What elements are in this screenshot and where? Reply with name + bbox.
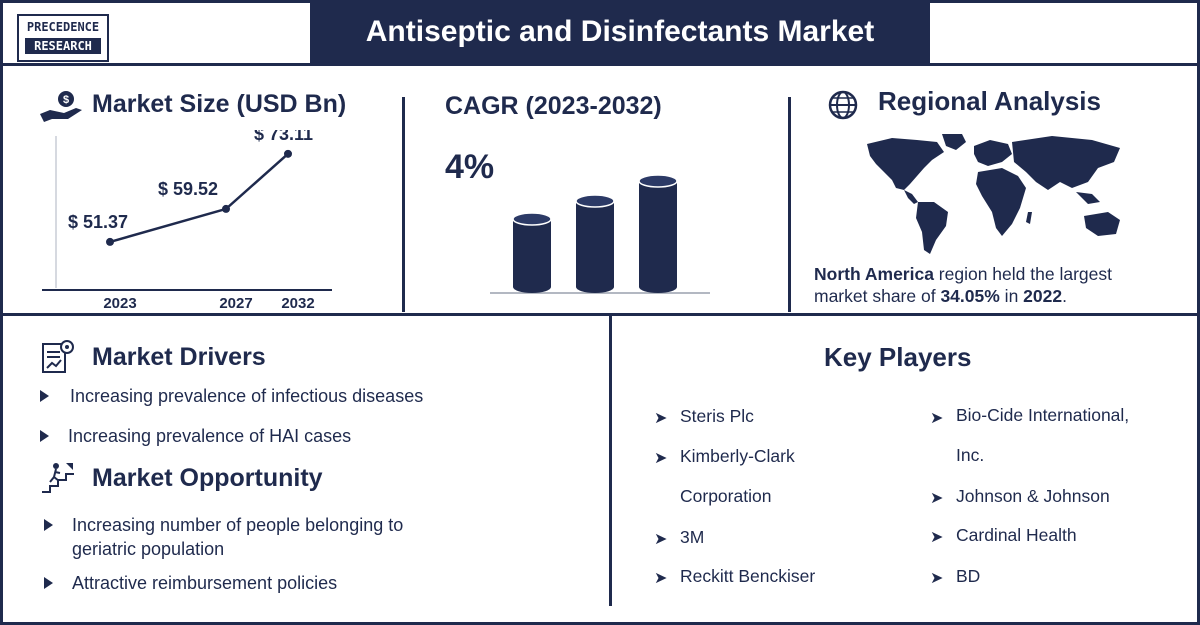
divider-3 [609,316,612,606]
data-label: $ 73.11 [254,130,313,144]
chevron-right-icon: ➤ [930,490,944,507]
cylinder-cap [512,212,552,226]
regional-year: 2022 [1023,286,1063,306]
x-tick-label: 2027 [219,295,252,312]
drivers-heading: Market Drivers [92,343,266,371]
cylinder-cap [638,174,678,188]
data-point [106,237,114,246]
page-title: Antiseptic and Disinfectants Market [310,3,930,63]
bullet-icon [40,430,49,442]
player-biocide: Bio-Cide International, [956,405,1130,425]
regional-text-mid: region held the largest [933,264,1112,284]
chevron-right-icon: ➤ [930,410,944,427]
logo-line2: RESEARCH [25,38,101,54]
player-jnj: Johnson & Johnson [956,486,1110,506]
bullet-icon [40,390,49,402]
regional-share: 34.05% [940,286,1000,306]
chevron-right-icon: ➤ [654,531,668,548]
world-map-icon [867,134,1120,254]
divider-1 [402,97,405,312]
driver-item-2: Increasing prevalence of HAI cases [40,426,351,447]
opportunity-item-1-line2: geriatric population [72,539,225,559]
cagr-cylinders [490,174,710,294]
player-steris: Steris Plc [680,406,754,426]
driver-item-1: Increasing prevalence of infectious dise… [40,386,423,407]
globe-icon [828,90,858,120]
stairs-climb-icon [42,463,74,493]
market-size-chart: $ 51.37 2023 $ 59.52 2027 $ 73.11 2032 [42,130,332,312]
chevron-right-icon: ➤ [654,570,668,587]
cylinder-body [576,201,614,293]
cylinder-body [513,219,551,293]
regional-text-b: in [999,286,1024,306]
chevron-right-icon: ➤ [654,410,668,427]
logo-line1: PRECEDENCE [26,20,100,34]
player-reckitt: Reckitt Benckiser [680,566,816,586]
x-tick-label: 2032 [281,295,314,312]
regional-text-end: . [1062,286,1067,306]
chevron-right-icon: ➤ [930,570,944,587]
player-kimberly: Kimberly-Clark [680,446,795,466]
opportunity-item-2: Attractive reimbursement policies [44,573,337,594]
cagr-value: 4% [445,148,495,186]
data-label: $ 59.52 [158,179,218,199]
player-bd: BD [956,566,981,586]
x-tick-label: 2023 [103,295,136,312]
opportunity-item-1: Increasing number of people belonging to [44,515,403,536]
region-name: North America [814,264,934,284]
player-3m: 3M [680,527,705,547]
player-cardinal: Cardinal Health [956,525,1077,545]
money-hand-icon: $ [40,91,82,122]
cylinder-cap [575,194,615,208]
svg-text:$: $ [63,94,69,106]
regional-heading: Regional Analysis [878,86,1101,116]
market-size-heading: Market Size (USD Bn) [92,90,347,118]
opportunity-heading: Market Opportunity [92,464,323,492]
regional-text-a: market share of [814,286,941,306]
chevron-right-icon: ➤ [930,529,944,546]
data-point [222,204,230,213]
bullet-icon [44,577,53,589]
bullet-icon [44,519,53,531]
regional-text-line2: market share of 34.05% in 2022. [814,285,1067,307]
data-point [284,149,292,158]
chevron-right-icon: ➤ [654,450,668,467]
player-kimberly-line2: Corporation [680,486,772,506]
middle-divider [0,313,1200,316]
player-biocide-line2: Inc. [956,445,985,465]
key-players-heading: Key Players [824,342,972,372]
divider-2 [788,97,791,312]
header-divider [0,63,1200,66]
regional-text-line1: North America region held the largest [814,263,1112,285]
report-gear-icon [42,340,74,373]
data-label: $ 51.37 [68,212,128,232]
cagr-heading: CAGR (2023-2032) [445,92,662,120]
logo: PRECEDENCE RESEARCH [17,14,109,62]
cylinder-body [639,181,677,293]
